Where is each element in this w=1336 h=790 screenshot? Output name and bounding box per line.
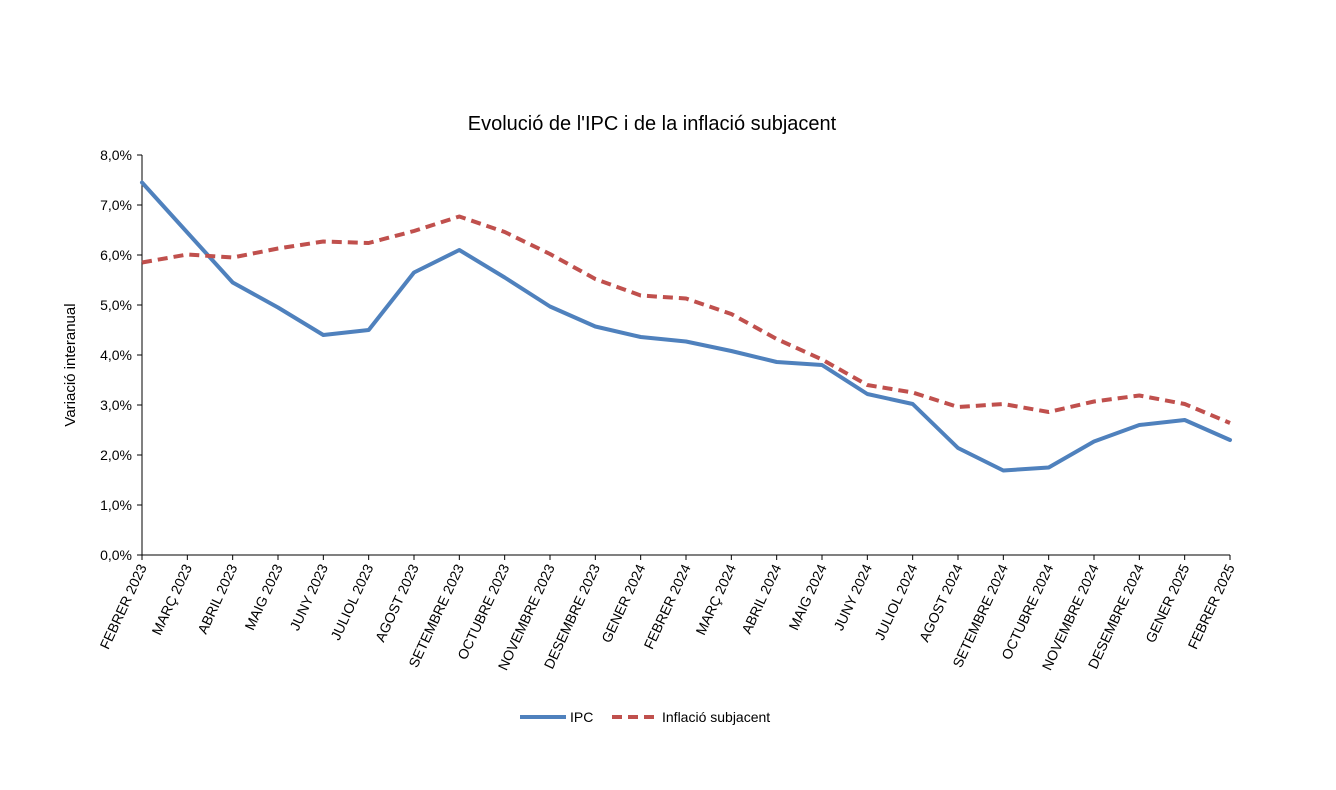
y-tick-label: 0,0% bbox=[100, 547, 132, 563]
x-tick-label: ABRIL 2024 bbox=[738, 561, 784, 636]
data-point bbox=[1183, 402, 1187, 406]
data-point bbox=[503, 230, 507, 234]
data-point bbox=[140, 261, 144, 265]
x-tick-label: ABRIL 2023 bbox=[194, 561, 240, 636]
data-point bbox=[865, 383, 869, 387]
legend-label: Inflació subjacent bbox=[662, 709, 770, 725]
y-tick-label: 1,0% bbox=[100, 497, 132, 513]
x-tick-label: FEBRER 2023 bbox=[96, 561, 149, 651]
data-point bbox=[593, 325, 597, 329]
x-tick-label: FEBRER 2025 bbox=[1184, 561, 1237, 651]
data-point bbox=[1137, 423, 1141, 427]
y-tick-label: 8,0% bbox=[100, 147, 132, 163]
x-tick-label: FEBRER 2024 bbox=[640, 561, 693, 651]
data-point bbox=[1092, 400, 1096, 404]
data-point bbox=[1047, 466, 1051, 470]
data-point bbox=[1183, 418, 1187, 422]
data-point bbox=[1001, 402, 1005, 406]
x-tick-label: MARÇ 2024 bbox=[692, 561, 739, 637]
data-point bbox=[367, 328, 371, 332]
data-point bbox=[593, 277, 597, 281]
data-point bbox=[548, 252, 552, 256]
y-tick-label: 5,0% bbox=[100, 297, 132, 313]
x-tick-label: JULIOL 2023 bbox=[327, 561, 376, 642]
data-point bbox=[956, 446, 960, 450]
series-line-inflacio-subjacent bbox=[141, 214, 1231, 425]
data-point bbox=[729, 312, 733, 316]
y-tick-label: 4,0% bbox=[100, 347, 132, 363]
y-tick-label: 2,0% bbox=[100, 447, 132, 463]
x-tick-label: GENER 2024 bbox=[598, 561, 648, 645]
data-point bbox=[548, 305, 552, 309]
data-point bbox=[457, 215, 461, 219]
data-point bbox=[911, 391, 915, 395]
data-point bbox=[185, 231, 189, 235]
x-tick-label: MAIG 2024 bbox=[785, 561, 830, 632]
chart-title: Evolució de l'IPC i de la inflació subja… bbox=[468, 113, 837, 135]
data-point bbox=[775, 360, 779, 364]
data-point bbox=[412, 229, 416, 233]
data-point bbox=[820, 358, 824, 362]
x-tick-label: AGOST 2023 bbox=[372, 561, 422, 644]
data-point bbox=[775, 337, 779, 341]
data-point bbox=[1137, 394, 1141, 398]
data-point bbox=[321, 333, 325, 337]
data-point bbox=[231, 256, 235, 260]
data-point bbox=[1047, 410, 1051, 414]
data-point bbox=[1001, 469, 1005, 473]
y-tick-label: 7,0% bbox=[100, 197, 132, 213]
series-lines bbox=[140, 180, 1232, 473]
y-tick-label: 3,0% bbox=[100, 397, 132, 413]
data-point bbox=[503, 276, 507, 280]
data-point bbox=[321, 240, 325, 244]
data-point bbox=[820, 363, 824, 367]
data-point bbox=[276, 247, 280, 251]
data-point bbox=[231, 281, 235, 285]
data-point bbox=[956, 405, 960, 409]
y-tick-label: 6,0% bbox=[100, 247, 132, 263]
y-axis-label: Variació interanual bbox=[62, 303, 79, 426]
data-point bbox=[911, 402, 915, 406]
data-point bbox=[684, 340, 688, 344]
x-tick-label: JULIOL 2024 bbox=[871, 561, 920, 642]
x-tick-label: MAIG 2023 bbox=[241, 561, 286, 632]
data-point bbox=[412, 271, 416, 275]
data-point bbox=[185, 253, 189, 257]
legend-label: IPC bbox=[570, 709, 593, 725]
data-point bbox=[639, 335, 643, 339]
data-point bbox=[684, 297, 688, 301]
axes: 0,0% 1,0% 2,0% 3,0% 4,0% 5,0% 6,0% 7,0% 8,0% FEBR… bbox=[96, 147, 1237, 673]
legend: IPC Inflació subjacent bbox=[520, 709, 770, 725]
data-point bbox=[140, 181, 144, 185]
data-point bbox=[639, 294, 643, 298]
data-point bbox=[276, 306, 280, 310]
x-tick-label: JUNY 2023 bbox=[286, 561, 331, 633]
data-point bbox=[1092, 440, 1096, 444]
x-tick-label: AGOST 2024 bbox=[916, 561, 966, 644]
x-tick-label: JUNY 2024 bbox=[830, 561, 875, 633]
data-point bbox=[729, 349, 733, 353]
data-point bbox=[865, 392, 869, 396]
data-point bbox=[1228, 421, 1232, 425]
data-point bbox=[1228, 438, 1232, 442]
x-tick-label: MARÇ 2023 bbox=[148, 561, 195, 637]
data-point bbox=[457, 248, 461, 252]
data-point bbox=[367, 241, 371, 245]
x-tick-label: GENER 2025 bbox=[1142, 561, 1192, 645]
series-line-ipc bbox=[140, 180, 1232, 473]
